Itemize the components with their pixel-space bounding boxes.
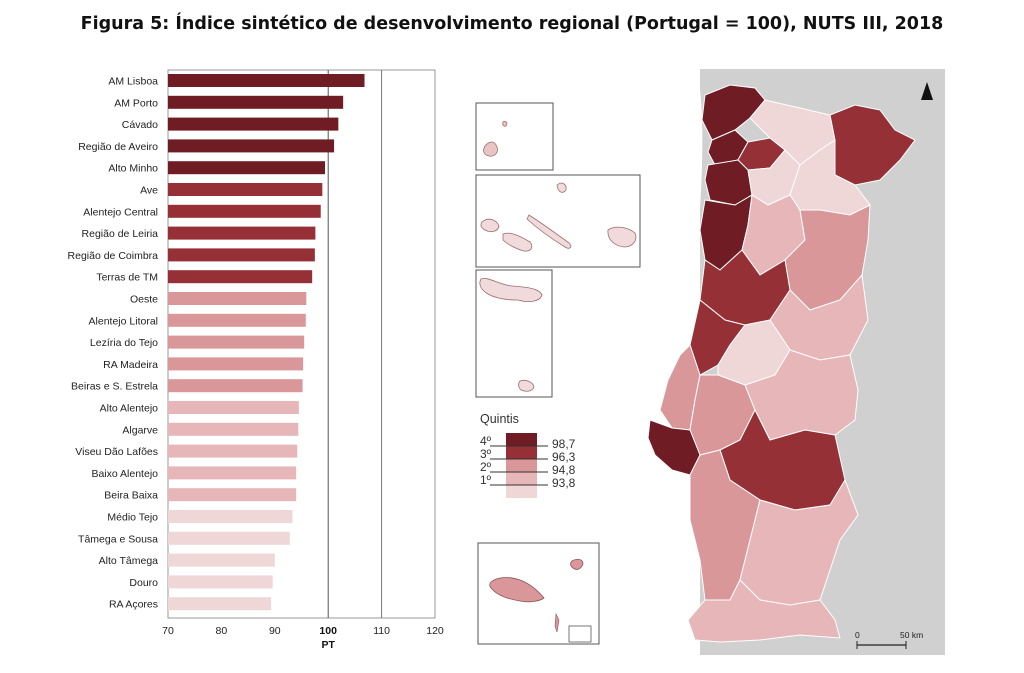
reference-label: PT [321,639,335,651]
category-label: Algarve [122,424,158,436]
bar [168,335,305,349]
category-label: Baixo Alentejo [91,468,158,480]
tick-label: 100 [319,625,337,637]
region-am-porto [704,159,753,206]
legend-class: 1º [480,473,492,487]
bar-chart: AM Lisboa AM Porto Cávado Região de Aveiro A… [68,69,444,651]
bar [168,74,365,87]
tick-label: 70 [162,625,174,637]
category-label: Região de Coimbra [68,250,159,262]
region-algarve [687,579,841,643]
bar [168,226,316,240]
bar [168,204,321,218]
legend-break-value: 94,8 [552,463,576,477]
ocean [646,69,703,655]
category-label: Alentejo Litoral [89,315,158,327]
bar [168,597,272,611]
category-label: Lezíria do Tejo [90,337,158,349]
island-shape [483,141,498,157]
category-label: Região de Aveiro [78,141,158,153]
bar [168,161,325,175]
bar [168,488,297,502]
category-labels: AM Lisboa AM Porto Cávado Região de Aveiro A… [68,76,159,611]
category-label: Médio Tejo [107,512,158,524]
legend-break-value: 96,3 [552,450,576,464]
bar [168,422,299,436]
bar [168,575,273,589]
legend-break-value: 93,8 [552,476,576,490]
legend-swatch [506,446,537,459]
bar [168,444,298,458]
scale-bar: 0 50 km [855,630,923,649]
bar [168,510,293,523]
category-label: Terras de TM [96,272,158,284]
bar [168,292,307,305]
bar [168,270,313,284]
tick-label: 90 [269,625,281,637]
bar [168,379,303,393]
tick-label: 110 [373,625,390,637]
tick-label: 80 [216,625,228,637]
bars [168,74,365,611]
category-label: Douro [129,577,158,589]
category-label: Alto Alentejo [100,403,159,415]
scale-end-label: 50 km [900,630,923,640]
tick-label: 120 [426,625,444,637]
legend-class: 4º [480,434,492,448]
inset-madeira [477,542,600,645]
north-arrow-icon [921,82,933,100]
legend-title: Quintis [480,412,519,426]
category-label: Alto Minho [108,163,158,175]
category-label: Beiras e S. Estrela [71,381,158,393]
regions [647,84,916,643]
category-label: Ave [140,185,158,197]
bar [168,139,335,153]
legend-class: 3º [480,447,492,461]
legend-swatch [506,433,537,446]
category-label: Tâmega e Sousa [78,533,158,545]
legend-swatch [506,485,537,498]
inset-azores-west [475,269,553,398]
mainland-map: 0 50 km [646,69,945,655]
scale-start-label: 0 [855,630,860,640]
category-label: RA Açores [109,599,158,611]
bar [168,117,339,131]
bar [168,531,290,545]
figure-title: Figura 5: Índice sintético de desenvolvi… [80,14,944,34]
inset-madeira-small [475,102,554,171]
map-legend: Quintis 4º 98,7 3º 96,3 2º 94,8 1º 93,8 [480,412,576,498]
category-label: Oeste [130,294,158,306]
legend-swatch [506,472,537,485]
bar [168,466,297,480]
bar [168,357,304,371]
x-axis-ticks: 70 80 90 100 110 120 PT [162,625,444,651]
gridlines [327,70,383,618]
bar [168,248,315,262]
category-label: AM Porto [114,97,158,109]
category-label: Região de Leiria [82,228,159,240]
category-label: Cávado [122,119,158,131]
bar [168,401,299,414]
category-label: Alentejo Central [83,206,158,218]
bar [168,183,323,196]
bar [168,313,306,327]
bar [168,553,275,567]
legend-class: 2º [480,460,492,474]
bar [168,95,344,109]
legend-break-value: 98,7 [552,437,576,451]
legend-swatch [506,459,537,472]
category-label: Viseu Dão Lafões [75,446,158,458]
category-label: RA Madeira [103,359,158,371]
category-label: Alto Tâmega [99,555,158,567]
inset-azores-central [475,174,641,268]
category-label: Beira Baixa [104,490,158,502]
category-label: AM Lisboa [108,76,158,88]
